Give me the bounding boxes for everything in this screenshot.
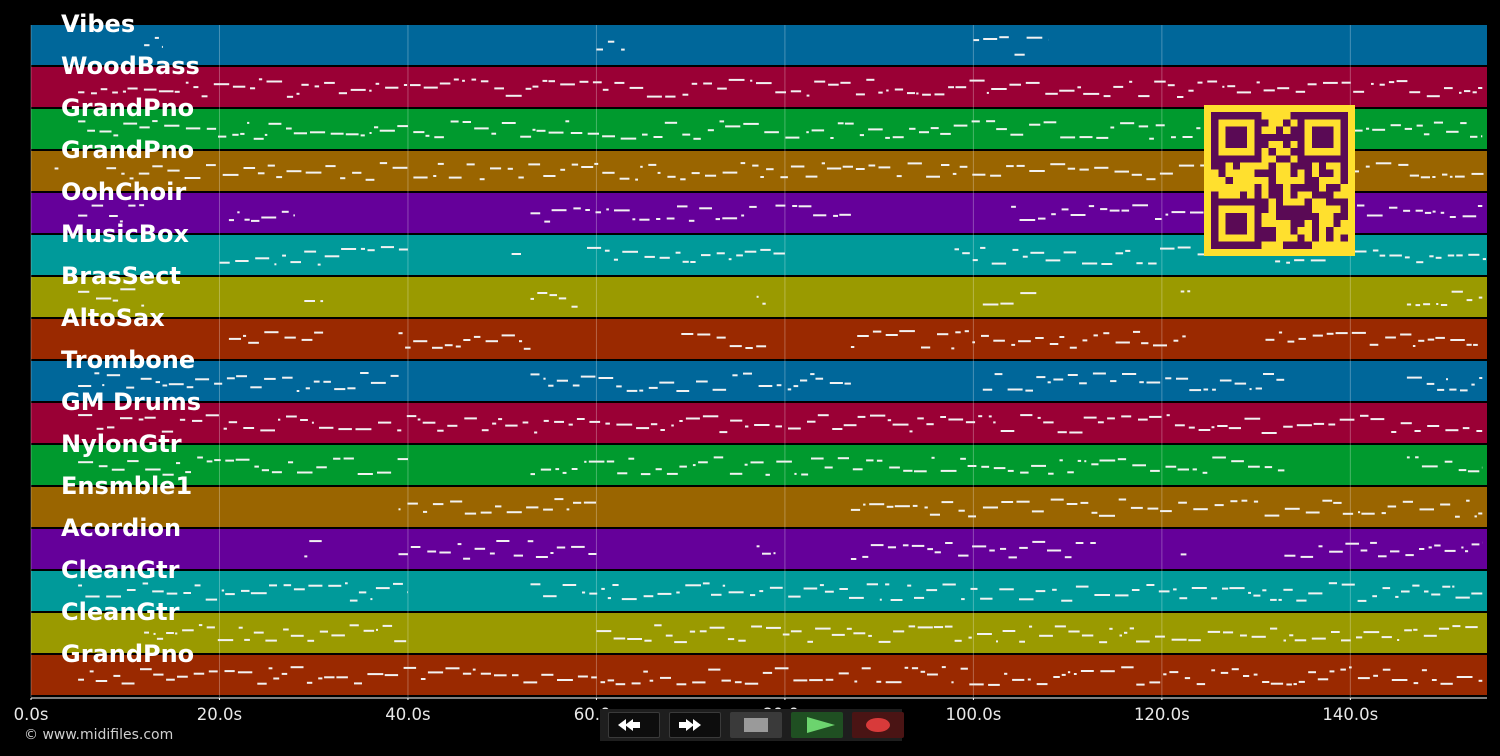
track-notes — [144, 36, 1049, 56]
stop-button[interactable] — [730, 712, 782, 738]
track-notes — [78, 582, 1483, 602]
track-name-label: AltoSax — [61, 304, 165, 332]
transport-controls — [600, 709, 904, 741]
fast-forward-button[interactable] — [669, 712, 721, 738]
track-name-label: BrasSect — [61, 262, 181, 290]
track-name-label: CleanGtr — [61, 556, 180, 584]
track-name-label: OohChoir — [61, 178, 186, 206]
track-notes — [78, 666, 1483, 686]
stop-icon — [744, 718, 768, 732]
play-icon — [807, 717, 835, 733]
track-lane[interactable] — [31, 571, 1487, 611]
track-name-label: CleanGtr — [61, 598, 180, 626]
track-notes — [398, 498, 1483, 518]
track-notes — [78, 288, 1483, 308]
tick-label: 20.0s — [196, 705, 243, 724]
track-name-label: GrandPno — [61, 94, 194, 122]
track-name-label: Acordion — [61, 514, 181, 542]
track-name-label: Ensmble1 — [61, 472, 192, 500]
track-notes — [78, 372, 1483, 392]
rewind-button[interactable] — [608, 712, 660, 738]
track-name-label: WoodBass — [61, 52, 200, 80]
track-lane[interactable] — [31, 529, 1487, 569]
track-notes — [78, 414, 1483, 434]
track-lane[interactable] — [31, 403, 1487, 443]
track-lane[interactable] — [31, 613, 1487, 653]
track-name-label: GrandPno — [61, 136, 194, 164]
track-lane[interactable] — [31, 361, 1487, 401]
track-notes — [228, 330, 1478, 350]
record-icon — [866, 718, 890, 732]
track-lane[interactable] — [31, 67, 1487, 107]
track-lane[interactable] — [31, 277, 1487, 317]
track-notes — [144, 624, 1478, 644]
tick-label: 140.0s — [1322, 705, 1379, 724]
rewind-icon — [618, 719, 640, 731]
track-name-label: GrandPno — [61, 640, 194, 668]
tick-label: 40.0s — [385, 705, 431, 724]
track-notes — [78, 120, 1483, 140]
track-lane[interactable] — [31, 25, 1487, 65]
track-name-label: MusicBox — [61, 220, 189, 248]
copyright-text: © www.midifiles.com — [24, 727, 174, 743]
track-name-label: Trombone — [61, 346, 195, 374]
track-lane[interactable] — [31, 655, 1487, 695]
tick-label: 120.0s — [1133, 705, 1190, 724]
track-notes — [78, 78, 1483, 98]
record-button[interactable] — [852, 712, 904, 738]
tick-label: 100.0s — [945, 705, 1002, 724]
track-lane[interactable] — [31, 487, 1487, 527]
track-notes — [78, 456, 1483, 476]
track-lane[interactable] — [31, 445, 1487, 485]
track-name-label: NylonGtr — [61, 430, 182, 458]
track-name-label: Vibes — [61, 10, 135, 38]
play-button[interactable] — [791, 712, 843, 738]
track-name-label: GM Drums — [61, 388, 201, 416]
track-notes — [304, 540, 1483, 560]
fast-forward-icon — [679, 719, 701, 731]
track-lane[interactable] — [31, 319, 1487, 359]
track-notes — [54, 162, 1484, 181]
tick-label: 0.0s — [13, 705, 49, 724]
qr-code-icon — [1204, 105, 1355, 256]
